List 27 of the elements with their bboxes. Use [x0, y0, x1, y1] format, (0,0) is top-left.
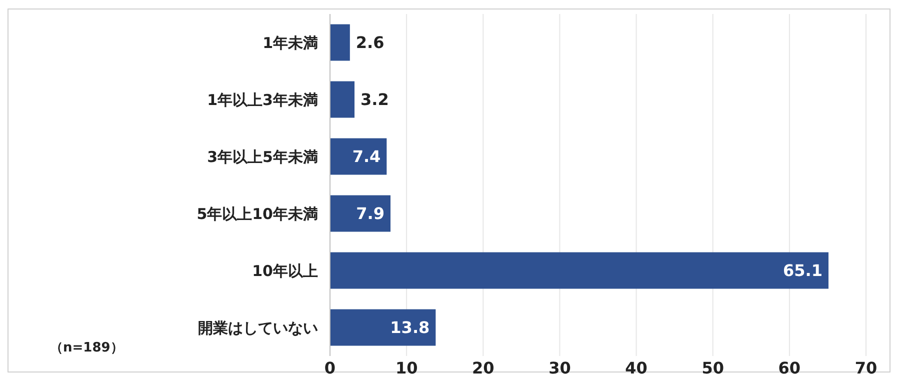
x-tick-label: 60: [778, 358, 801, 378]
bar: [330, 81, 355, 118]
y-tick-label: 開業はしていない: [198, 318, 318, 337]
data-label: 7.9: [356, 204, 384, 224]
data-label: 2.6: [356, 33, 384, 52]
data-label: 7.4: [352, 147, 381, 166]
data-label: 65.1: [782, 261, 822, 280]
x-tick-label: 30: [548, 358, 571, 378]
bar: [330, 309, 436, 346]
x-tick-label: 50: [702, 358, 724, 378]
x-tick-label: 70: [854, 358, 878, 378]
data-label: 3.2: [360, 90, 389, 110]
x-tick-label: 20: [472, 358, 494, 378]
x-tick-label: 40: [625, 358, 648, 378]
bar: [330, 24, 350, 61]
data-label: 13.8: [390, 318, 430, 338]
y-tick-label: 3年以上5年未満: [207, 148, 318, 166]
bar: [330, 252, 828, 289]
y-tick-label: 10年以上: [252, 262, 318, 280]
text: （n=189）: [50, 340, 124, 356]
y-tick-label: 1年未満: [262, 34, 318, 52]
x-tick-label: 10: [395, 358, 418, 378]
x-tick-label: 0: [324, 358, 336, 378]
bar: [330, 195, 390, 232]
y-tick-label: 1年以上3年未満: [207, 90, 318, 109]
y-tick-label: 5年以上10年未満: [196, 204, 318, 223]
bar: [330, 138, 387, 175]
